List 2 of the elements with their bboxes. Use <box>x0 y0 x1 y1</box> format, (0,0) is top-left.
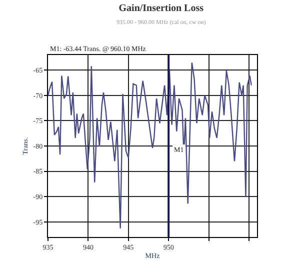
chart-title: Gain/Insertion Loss <box>118 2 204 14</box>
line-series <box>48 62 252 230</box>
